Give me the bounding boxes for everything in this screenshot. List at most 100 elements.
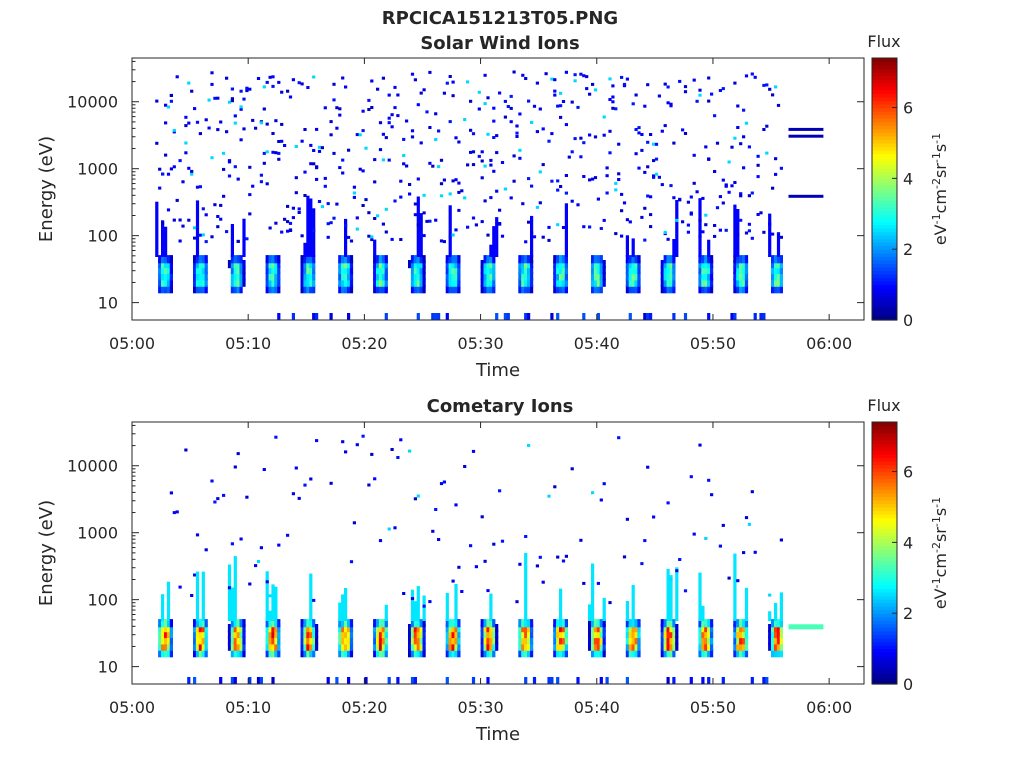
heatmap-cell: [166, 629, 171, 639]
heatmap-cell: [193, 619, 197, 628]
heatmap-cell: [236, 278, 240, 287]
colorbar-swatch: [872, 150, 897, 155]
heatmap-cell: [416, 586, 420, 621]
heatmap-cell: [776, 232, 781, 257]
heatmap-cell: [483, 255, 487, 264]
colorbar-swatch: [872, 160, 897, 165]
heatmap-cell: [744, 121, 749, 125]
colorbar-swatch: [872, 100, 897, 105]
heatmap-cell: [704, 619, 708, 628]
heatmap-cell: [274, 435, 278, 439]
heatmap-cell: [742, 619, 746, 628]
heatmap-cell: [771, 265, 775, 275]
heatmap-cell: [669, 255, 673, 264]
heatmap-cell: [344, 624, 348, 633]
heatmap-cell: [384, 629, 388, 639]
heatmap-cell: [349, 642, 354, 651]
heatmap-cell: [451, 624, 455, 633]
heatmap-cell: [355, 133, 359, 137]
heatmap-cell: [158, 636, 162, 645]
heatmap-cell: [445, 260, 449, 269]
heatmap-cell: [698, 260, 702, 269]
heatmap-cell: [599, 649, 603, 658]
heatmap-cell: [230, 587, 234, 621]
heatmap-cell: [573, 79, 577, 83]
heatmap-cell: [349, 560, 354, 564]
heatmap-cell: [280, 122, 284, 126]
heatmap-cell: [387, 121, 391, 125]
heatmap-cell: [259, 546, 263, 550]
heatmap-cell: [451, 272, 455, 281]
heatmap-cell: [349, 278, 354, 287]
heatmap-cell: [248, 165, 252, 169]
heatmap-cell: [733, 278, 737, 287]
heatmap-cell: [376, 285, 380, 294]
heatmap-cell: [457, 285, 461, 294]
heatmap-cell: [378, 636, 383, 645]
heatmap-cell: [704, 278, 708, 287]
heatmap-cell: [692, 532, 696, 536]
heatmap-cell: [614, 107, 618, 111]
colorbar-swatch: [872, 457, 897, 462]
heatmap-cell: [233, 636, 237, 645]
heatmap-cell: [274, 272, 278, 281]
heatmap-cell: [265, 619, 269, 628]
heatmap-cell: [480, 220, 484, 224]
heatmap-cell: [198, 233, 202, 237]
heatmap-cell: [271, 636, 275, 645]
heatmap-cell: [739, 629, 743, 639]
heatmap-cell: [158, 624, 162, 633]
heatmap-cell: [483, 102, 487, 106]
heatmap-cell: [373, 619, 377, 628]
heatmap-cell: [628, 220, 632, 224]
heatmap-cell: [419, 141, 423, 145]
heatmap-cell: [193, 272, 197, 281]
colorbar-swatch: [872, 556, 897, 561]
heatmap-cell: [448, 629, 452, 639]
heatmap-cell: [457, 565, 461, 569]
colorbar-swatch: [872, 231, 897, 236]
heatmap-cell: [204, 619, 208, 628]
heatmap-cell: [666, 85, 670, 89]
heatmap-cell: [556, 642, 560, 651]
heatmap-cell: [195, 285, 200, 294]
heatmap-cell: [689, 475, 693, 479]
heatmap-cell: [245, 86, 249, 90]
heatmap-cell: [628, 649, 632, 658]
heatmap-cell: [474, 565, 478, 569]
heatmap-cell: [704, 213, 708, 217]
heatmap-cell: [193, 278, 197, 287]
heatmap-cell: [707, 649, 711, 658]
heatmap-cell: [349, 265, 354, 275]
heatmap-cell: [297, 496, 301, 500]
heatmap-cell: [698, 624, 702, 633]
heatmap-cell: [739, 272, 743, 281]
heatmap-cell: [242, 218, 246, 257]
heatmap-cell: [175, 75, 179, 79]
heatmap-cell: [387, 93, 391, 97]
heatmap-cell: [181, 180, 185, 184]
heatmap-cell: [344, 450, 348, 454]
heatmap-cell: [262, 85, 266, 89]
heatmap-cell: [521, 202, 525, 206]
heatmap-cell: [303, 260, 307, 269]
heatmap-cell: [303, 624, 307, 633]
colorbar-swatch: [872, 284, 897, 289]
heatmap-cell: [210, 156, 214, 160]
heatmap-cell: [480, 278, 484, 287]
heatmap-cell: [457, 272, 461, 281]
heatmap-cell: [451, 233, 455, 237]
heatmap-cell: [672, 313, 676, 320]
heatmap-cell: [483, 285, 487, 294]
heatmap-cell: [518, 278, 522, 287]
heatmap-cell: [672, 629, 676, 639]
heatmap-cell: [663, 624, 667, 633]
heatmap-cell: [448, 120, 452, 124]
heatmap-cell: [161, 619, 165, 628]
heatmap-cell: [776, 265, 781, 275]
heatmap-cell: [378, 148, 383, 152]
heatmap-cell: [588, 624, 592, 633]
colorbar-swatch: [872, 524, 897, 529]
heatmap-cell: [631, 649, 635, 658]
heatmap-cell: [451, 255, 455, 264]
